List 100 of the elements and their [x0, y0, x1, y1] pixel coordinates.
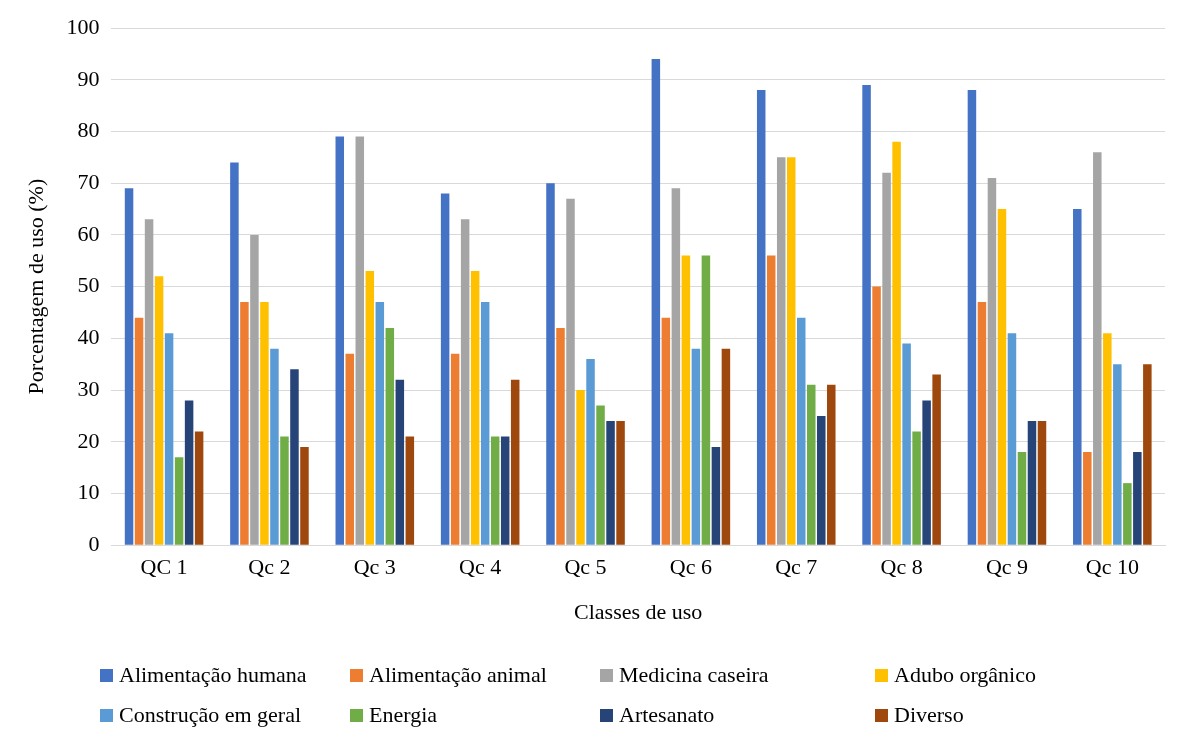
- bar: [1027, 421, 1037, 545]
- y-tick-label: 30: [77, 375, 100, 401]
- bar: [1103, 333, 1112, 545]
- bar: [902, 343, 911, 545]
- bar: [270, 348, 279, 545]
- bar: [546, 183, 555, 545]
- y-axis-title: Porcentagem de uso (%): [22, 178, 48, 395]
- bar: [882, 172, 891, 545]
- bar: [606, 421, 615, 545]
- legend-label: Diverso: [894, 702, 964, 728]
- legend-label: Alimentação animal: [369, 662, 547, 688]
- x-tick-label: Qc 2: [248, 554, 291, 580]
- bar: [510, 379, 520, 545]
- y-tick-label: 40: [77, 324, 100, 350]
- y-tick-label: 80: [77, 117, 100, 143]
- bar: [490, 436, 500, 545]
- y-tick-label: 60: [77, 220, 100, 246]
- bar: [470, 271, 480, 545]
- bar: [1007, 333, 1017, 545]
- bar: [290, 369, 299, 545]
- bar: [721, 348, 731, 545]
- bar: [385, 327, 395, 545]
- x-tick-label: Qc 7: [775, 554, 818, 580]
- bar: [691, 348, 701, 545]
- bar: [862, 84, 871, 545]
- bar: [701, 255, 711, 545]
- legend-label: Artesanato: [619, 702, 715, 728]
- bar: [480, 302, 490, 545]
- bar: [1093, 152, 1102, 545]
- bar: [1133, 452, 1142, 545]
- bar: [460, 219, 470, 545]
- bar: [932, 374, 941, 545]
- bar: [1123, 483, 1132, 545]
- bar: [154, 276, 164, 545]
- bar: [440, 193, 450, 545]
- bar: [827, 384, 836, 545]
- bar: [756, 90, 766, 545]
- bar: [174, 457, 184, 545]
- bar: [796, 317, 806, 545]
- bar: [375, 302, 385, 545]
- bar: [576, 390, 585, 545]
- bar: [365, 271, 375, 545]
- bar: [817, 415, 826, 545]
- legend-label: Alimentação humana: [119, 662, 307, 688]
- x-tick-label: Qc 9: [985, 554, 1029, 580]
- bar: [1073, 209, 1082, 545]
- bar: [967, 90, 977, 545]
- x-tick-label: Qc 6: [669, 554, 712, 580]
- bar: [164, 333, 174, 545]
- bar: [681, 255, 691, 545]
- bar: [987, 177, 997, 545]
- bar: [1113, 364, 1122, 545]
- bar: [586, 359, 595, 545]
- bar: [807, 384, 816, 545]
- bar: [500, 436, 510, 545]
- bar: [776, 157, 786, 545]
- bar: [711, 446, 721, 545]
- bar: [405, 436, 415, 545]
- y-tick-label: 20: [77, 427, 100, 453]
- bar: [661, 317, 671, 545]
- bar: [786, 157, 796, 545]
- bar: [144, 219, 154, 545]
- bar: [766, 255, 776, 545]
- bar: [1017, 452, 1027, 545]
- bar: [616, 421, 625, 545]
- y-tick-label: 0: [88, 530, 100, 556]
- y-tick-label: 70: [77, 168, 100, 194]
- bar: [300, 446, 309, 545]
- bar: [194, 431, 204, 545]
- bar: [184, 400, 194, 545]
- bar: [355, 136, 365, 545]
- bar: [395, 379, 405, 545]
- bar: [124, 188, 134, 545]
- bar: [671, 188, 681, 545]
- x-tick-label: Qc 3: [353, 554, 396, 580]
- bar: [1083, 452, 1092, 545]
- bar: [1143, 364, 1152, 545]
- bar: [651, 59, 661, 545]
- x-axis-title: Classes de uso: [574, 598, 703, 624]
- legend-label: Construção em geral: [119, 702, 302, 728]
- bar: [556, 327, 565, 545]
- bar: [892, 141, 901, 545]
- bar: [230, 162, 239, 545]
- bar: [345, 353, 355, 545]
- bar: [450, 353, 460, 545]
- x-tick-label: Qc 8: [880, 554, 923, 580]
- bar: [134, 317, 144, 545]
- y-tick-label: 100: [66, 13, 100, 39]
- x-tick-label: Qc 10: [1085, 554, 1139, 580]
- bar: [280, 436, 289, 545]
- bar: [596, 405, 605, 545]
- legend-label: Medicina caseira: [619, 662, 769, 688]
- bar: [922, 400, 931, 545]
- bar: [240, 302, 249, 545]
- y-tick-label: 50: [77, 272, 100, 298]
- bar: [566, 198, 575, 545]
- y-tick-label: 10: [77, 479, 100, 505]
- x-tick-label: Qc 4: [459, 554, 502, 580]
- bar: [977, 302, 987, 545]
- legend-label: Energia: [369, 702, 438, 728]
